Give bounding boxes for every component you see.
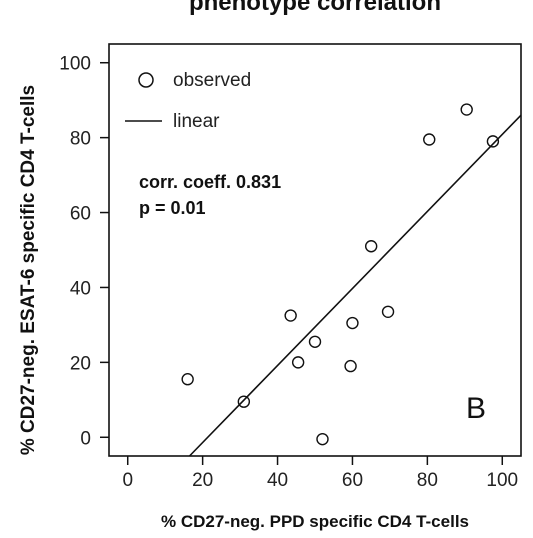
data-point — [423, 133, 436, 146]
data-point — [381, 305, 395, 318]
y-tick-label: 100 — [59, 54, 91, 75]
y-tick-label: 0 — [80, 428, 91, 449]
legend-label-observed: observed — [173, 70, 251, 91]
x-axis: 0 20 40 60 80 100 — [122, 456, 518, 491]
data-point — [346, 316, 359, 330]
plot-frame — [108, 43, 522, 457]
legend: observed linear — [125, 70, 251, 132]
chart-title: phenotype correlation — [189, 0, 441, 16]
panel-label: B — [466, 392, 486, 425]
fit-line-group — [188, 114, 522, 457]
x-tick-label: 20 — [192, 470, 213, 491]
corr-annotation: corr. coeff. 0.831 — [139, 172, 281, 192]
data-point — [308, 335, 322, 348]
data-point — [291, 356, 305, 369]
y-tick-label: 20 — [70, 353, 91, 374]
data-point — [344, 359, 357, 373]
y-tick-label: 40 — [70, 278, 91, 299]
data-point — [486, 135, 500, 148]
legend-label-linear: linear — [173, 111, 220, 132]
data-point — [284, 309, 297, 322]
x-tick-label: 100 — [486, 470, 518, 491]
legend-marker-observed — [138, 72, 154, 88]
data-point — [364, 240, 378, 253]
x-tick-label: 80 — [417, 470, 438, 491]
p-value-annotation: p = 0.01 — [139, 198, 206, 218]
data-point — [460, 103, 473, 116]
data-point — [237, 395, 251, 408]
fit-line — [188, 114, 522, 457]
y-tick-label: 60 — [70, 204, 91, 225]
y-axis: 0 20 40 60 80 100 — [59, 54, 109, 449]
data-points — [181, 103, 500, 446]
x-tick-label: 60 — [342, 470, 363, 491]
data-point — [181, 373, 194, 386]
x-tick-label: 0 — [122, 470, 133, 491]
y-tick-label: 80 — [70, 129, 91, 150]
data-point — [316, 432, 329, 446]
y-axis-title: % CD27-neg. ESAT-6 specific CD4 T-cells — [18, 85, 39, 455]
x-axis-title: % CD27-neg. PPD specific CD4 T-cells — [161, 512, 469, 531]
x-tick-label: 40 — [267, 470, 288, 491]
